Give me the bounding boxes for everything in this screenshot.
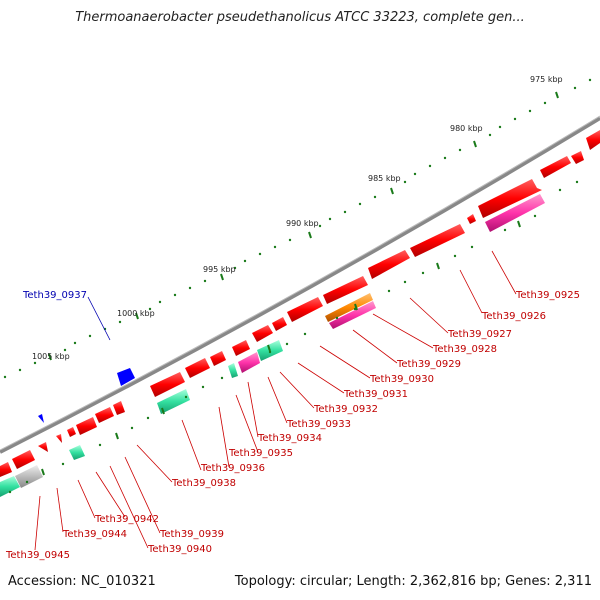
ruler-label: 1000 kbp [117,309,155,318]
map-title: Thermoanaerobacter pseudethanolicus ATCC… [75,10,525,25]
inner-ticks [8,180,579,494]
gene-feature[interactable] [185,358,210,378]
gene-label[interactable]: Teth39_0931 [343,389,408,400]
ruler-label: 980 kbp [450,124,483,133]
gene-feature[interactable] [586,130,600,150]
gene-label[interactable]: Teth39_0936 [200,463,265,474]
gene-feature-teth39-0937[interactable] [117,368,135,386]
gene-feature-teth39-0942[interactable] [69,445,85,460]
gene-feature[interactable] [76,417,97,435]
ruler-label: 975 kbp [530,75,563,84]
gene-labels: Teth39_0937 Teth39_0925 Teth39_0926 Teth… [5,290,580,561]
genome-summary-text: Topology: circular; Length: 2,362,816 bp… [234,574,592,589]
gene-label[interactable]: Teth39_0930 [369,374,434,385]
gene-feature-teth39-0934[interactable] [228,363,238,378]
gene-feature-teth39-0945[interactable] [0,476,20,497]
accession-text: Accession: NC_010321 [8,574,156,589]
gene-label[interactable]: Teth39_0938 [171,478,236,489]
gene-feature[interactable] [410,224,465,257]
gene-label[interactable]: Teth39_0939 [159,529,224,540]
gene-label[interactable]: Teth39_0937 [22,290,87,301]
gene-feature-teth39-0938[interactable] [157,389,190,414]
gene-label[interactable]: Teth39_0934 [257,433,322,444]
forward-strand [38,368,135,423]
ruler-label: 995 kbp [203,265,236,274]
ruler-label: 990 kbp [286,219,319,228]
gene-feature[interactable] [323,276,368,304]
gene-feature[interactable] [0,462,12,477]
gene-feature[interactable] [12,450,35,469]
gene-label[interactable]: Teth39_0945 [5,550,70,561]
gene-feature[interactable] [56,434,62,443]
gene-label[interactable]: Teth39_0929 [396,359,461,370]
gene-feature[interactable] [368,250,410,279]
label-leaders [34,250,517,551]
gene-feature-teth39-0926[interactable] [485,194,545,232]
gene-feature-teth39-0927[interactable] [329,301,376,329]
reverse-strand [0,130,600,497]
ruler-label: 985 kbp [368,174,401,183]
gene-feature-teth39-0932[interactable] [238,352,260,373]
gene-label[interactable]: Teth39_0925 [515,290,580,301]
gene-feature[interactable] [252,325,273,342]
gene-feature[interactable] [467,214,476,224]
gene-feature[interactable] [540,156,571,178]
gene-feature-teth39-0944[interactable] [15,465,43,488]
gene-feature[interactable] [38,442,48,452]
gene-feature[interactable] [272,317,287,331]
gene-feature[interactable] [478,179,542,218]
gene-label[interactable]: Teth39_0935 [228,448,293,459]
ruler-ticks [3,78,592,379]
gene-feature[interactable] [113,401,125,415]
gene-label[interactable]: Teth39_0932 [313,404,378,415]
gene-label[interactable]: Teth39_0933 [286,419,351,430]
gene-label[interactable]: Teth39_0928 [432,344,497,355]
gene-label[interactable]: Teth39_0926 [481,311,546,322]
gene-feature[interactable] [95,407,114,423]
gene-feature[interactable] [150,372,185,397]
gene-feature[interactable] [232,340,250,356]
gene-feature[interactable] [287,297,323,322]
gene-feature-teth39-0928[interactable] [325,293,373,322]
gene-label[interactable]: Teth39_0927 [447,329,512,340]
gene-label[interactable]: Teth39_0942 [94,514,159,525]
gene-feature[interactable] [38,414,44,423]
gene-feature[interactable] [210,351,226,366]
gene-feature[interactable] [571,151,584,164]
gene-label[interactable]: Teth39_0944 [62,529,127,540]
gene-feature[interactable] [67,427,76,437]
ruler-label: 1005 kbp [32,352,70,361]
genome-backbone [0,116,600,454]
gene-label[interactable]: Teth39_0940 [147,544,212,555]
